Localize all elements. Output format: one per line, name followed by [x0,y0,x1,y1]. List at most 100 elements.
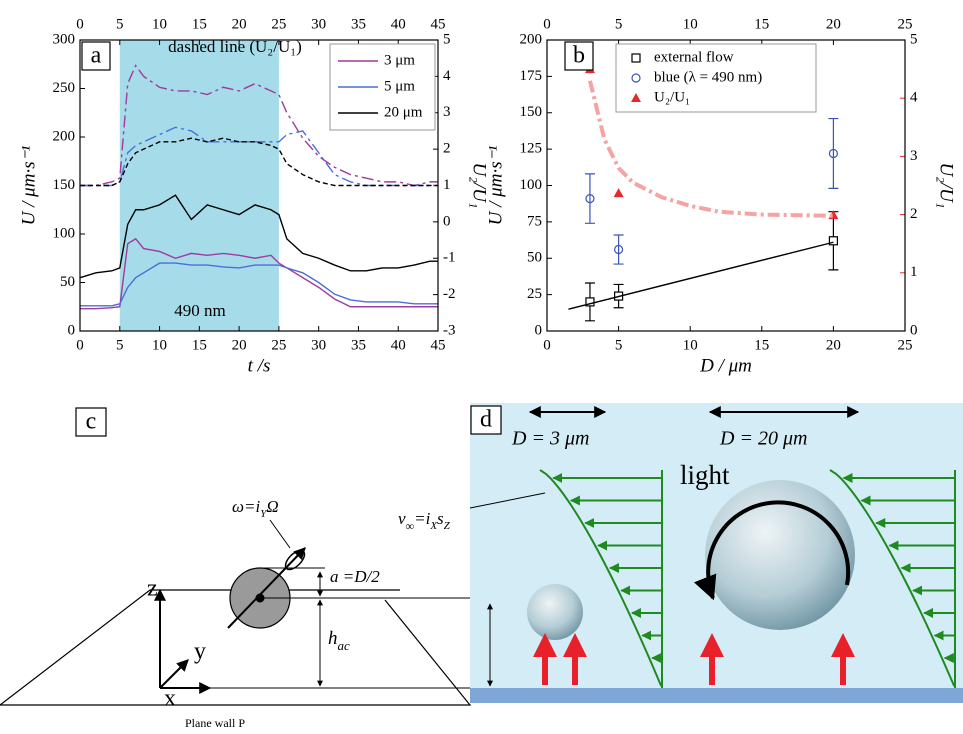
size-label: D = 20 μm [719,428,807,450]
height-sub: ac [338,638,351,653]
panel-label-box [470,405,502,435]
y-tick-label: 175 [520,68,543,84]
error-bar [613,234,624,265]
marker [828,148,839,159]
y-tick-label: 200 [53,128,76,144]
y-tick-label: 75 [527,213,542,229]
x-tick-label: 15 [754,337,769,353]
annotation: 490 nm [174,301,225,320]
data-line [80,137,438,187]
marker [613,188,624,198]
legend-box [615,43,817,113]
x-tick-label: 20 [232,337,247,353]
marker [613,244,624,255]
legend-label: 5 μm [384,78,415,94]
y2-tick-label: 0 [443,213,451,229]
x-tick-label: 25 [271,337,286,353]
velocity-sub: X [429,520,438,532]
legend-label: U₂/U₁ [654,89,690,105]
omega-sub: Y [260,508,268,520]
marker [828,236,839,246]
x-tick-label: 20 [826,337,841,353]
light-label: light [680,460,730,490]
y-tick-label: 25 [527,286,542,302]
diagram-c: c z y x ω=iYΩ a =D/2 hac Plane wall P [0,407,530,730]
y2-tick-label: 2 [443,141,451,157]
profile-curve [539,469,663,687]
error-bar [584,173,595,224]
y-tick-label: 100 [520,177,543,193]
marker [585,297,595,307]
top-x-tick-label: 40 [391,16,406,32]
legend-label: blue (λ = 490 nm) [654,69,762,85]
y-tick-label: 50 [527,250,542,266]
legend-label: 20 μm [384,104,423,120]
y-axis [159,659,189,689]
rotation-arrow [693,500,851,601]
x-tick-label: 40 [391,337,406,353]
marker [585,193,595,204]
x-tick-label: 25 [898,337,913,353]
y-tick-label: 150 [53,177,76,193]
y-axis-label: U / μm·s⁻¹ [485,145,506,225]
top-x-tick-label: 10 [152,16,167,32]
velocity-sub: Z [444,520,451,532]
y-tick-label: 125 [520,141,543,157]
plot-frame [546,39,906,332]
data-line [80,237,438,310]
leader-line [469,492,546,509]
size-label: D = 3 μm [511,428,589,450]
legend-label: external flow [654,49,734,65]
y2-tick-label: 1 [910,264,918,280]
velocity-label: v∞=iXsZ [398,509,451,533]
data-line [80,64,438,187]
data-line [80,262,438,307]
x-tick-label: 30 [311,337,326,353]
error-bar [828,117,839,190]
top-x-tick-label: 30 [311,16,326,32]
y2-tick-label: 5 [910,31,918,47]
rotation-axis [227,547,306,629]
y-tick-label: 150 [520,104,543,120]
y2-tick-label: -1 [443,250,456,266]
shaded-region [119,40,279,331]
y2-tick-label: 3 [443,104,451,120]
top-x-tick-label: 20 [232,16,247,32]
x-tick-label: 0 [543,337,551,353]
marker [631,53,641,63]
y2-tick-label: 2 [910,206,918,222]
y2-axis-label: U₂/U₁ [936,163,957,209]
rotation-arrow [284,549,306,571]
axis-y: y [194,639,206,665]
top-x-tick-label: 20 [826,16,841,32]
top-x-tick-label: 25 [271,16,286,32]
data-line [568,241,834,310]
panel-label-box [75,407,107,437]
wall-label: Plane wall P [185,716,245,730]
y2-tick-label: 4 [443,68,451,84]
y-tick-label: 0 [535,322,543,338]
panel-label-box [564,41,594,71]
y2-tick-label: 4 [910,90,918,106]
profile-curve [829,469,956,687]
y-axis-label: U / μm·s⁻¹ [18,145,39,225]
y2-axis-label: U₂/U₁ [469,163,490,209]
wall-strip [470,688,963,703]
panel-label: c [86,409,97,435]
axis-x: x [164,686,176,712]
y-tick-label: 250 [53,80,76,96]
x-tick-label: 5 [615,337,623,353]
omega-part: Ω [266,497,278,516]
annotation: dashed line (U₂/U₁) [168,37,302,56]
diagram-d: d D = 3 μm D = 20 μm light v∞=iXsZ [398,403,963,703]
top-x-tick-label: 0 [76,16,84,32]
height-label: hac [328,628,350,653]
top-x-tick-label: 45 [431,16,446,32]
top-x-tick-label: 5 [615,16,623,32]
light-arrows [533,633,855,685]
data-line [79,194,438,279]
panel-label: b [573,43,585,69]
velocity-part: s [437,509,444,528]
leader-line [269,519,291,549]
